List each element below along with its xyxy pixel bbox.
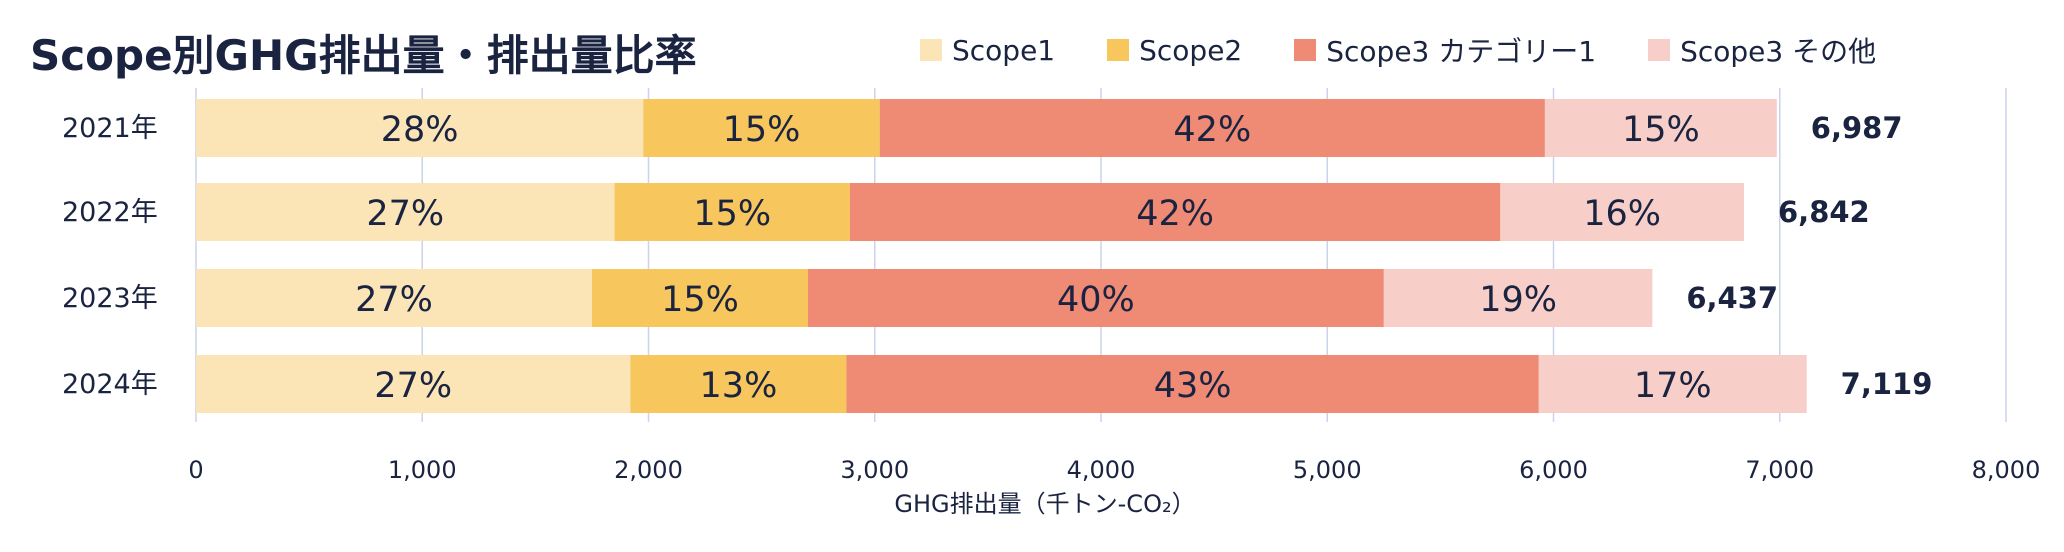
category-label: 2024年 <box>62 369 158 400</box>
data-label: 42% <box>1173 110 1251 150</box>
bar-segment <box>643 99 880 157</box>
bar-segment <box>196 269 592 327</box>
data-label: 28% <box>381 110 459 150</box>
x-tick-label: 8,000 <box>1972 456 2041 484</box>
bar-segment <box>808 269 1384 327</box>
data-label: 15% <box>661 280 739 320</box>
data-label: 27% <box>374 366 452 406</box>
x-axis-label-text: GHG排出量（千トン-CO₂） <box>894 490 1196 518</box>
bar-segment <box>1538 355 1807 413</box>
legend-item: Scope2 <box>1107 30 1242 70</box>
bar-segment <box>630 355 847 413</box>
data-label: 15% <box>693 194 771 234</box>
data-label: 15% <box>723 110 801 150</box>
bar-segment <box>1500 183 1745 241</box>
x-tick-label: 7,000 <box>1745 456 1814 484</box>
data-label: 43% <box>1154 366 1232 406</box>
bar-segment <box>1544 99 1777 157</box>
legend-swatch <box>920 39 942 61</box>
total-label: 6,437 <box>1686 281 1778 315</box>
bar-segment <box>196 355 631 413</box>
x-tick-label: 1,000 <box>388 456 457 484</box>
data-label: 19% <box>1479 280 1557 320</box>
category-label: 2022年 <box>62 197 158 228</box>
chart-title: Scope別GHG排出量・排出量比率 <box>30 31 697 80</box>
x-tick-label: 6,000 <box>1519 456 1588 484</box>
data-label: 16% <box>1583 194 1661 234</box>
legend-item: Scope3 その他 <box>1648 30 1876 70</box>
x-tick-label: 5,000 <box>1293 456 1362 484</box>
category-label: 2021年 <box>62 113 158 144</box>
bar-segment <box>849 183 1501 241</box>
x-tick-label: 0 <box>188 456 203 484</box>
total-label: 6,842 <box>1778 195 1870 229</box>
bar-segment <box>614 183 850 241</box>
total-label: 7,119 <box>1841 367 1933 401</box>
bar-segment <box>846 355 1539 413</box>
legend-label: Scope1 <box>952 33 1056 67</box>
x-tick-label: 4,000 <box>1067 456 1136 484</box>
bar-segment <box>1383 269 1653 327</box>
legend: Scope1 Scope2 Scope3 カテゴリー1 Scope3 その他 <box>920 30 1928 70</box>
data-label: 42% <box>1136 194 1214 234</box>
bar-segment <box>591 269 809 327</box>
total-label: 6,987 <box>1811 111 1903 145</box>
x-axis-label: GHG排出量（千トン-CO₂） <box>0 484 2064 519</box>
category-label: 2023年 <box>62 283 158 314</box>
bar-segment <box>879 99 1545 157</box>
data-label: 27% <box>355 280 433 320</box>
legend-item: Scope3 カテゴリー1 <box>1294 30 1596 70</box>
legend-label: Scope2 <box>1139 33 1243 67</box>
data-label: 15% <box>1622 110 1700 150</box>
legend-item: Scope1 <box>920 30 1055 70</box>
legend-swatch <box>1107 39 1130 61</box>
data-label: 17% <box>1634 366 1712 406</box>
bar-segment <box>196 183 615 241</box>
data-label: 40% <box>1057 280 1135 320</box>
bar-segment <box>196 99 644 157</box>
legend-swatch <box>1294 39 1317 61</box>
legend-label: Scope3 その他 <box>1680 35 1877 68</box>
x-tick-label: 3,000 <box>840 456 909 484</box>
legend-swatch <box>1648 39 1671 61</box>
data-label: 13% <box>700 366 778 406</box>
legend-label: Scope3 カテゴリー1 <box>1326 35 1597 68</box>
data-label: 27% <box>366 194 444 234</box>
x-tick-label: 2,000 <box>614 456 683 484</box>
